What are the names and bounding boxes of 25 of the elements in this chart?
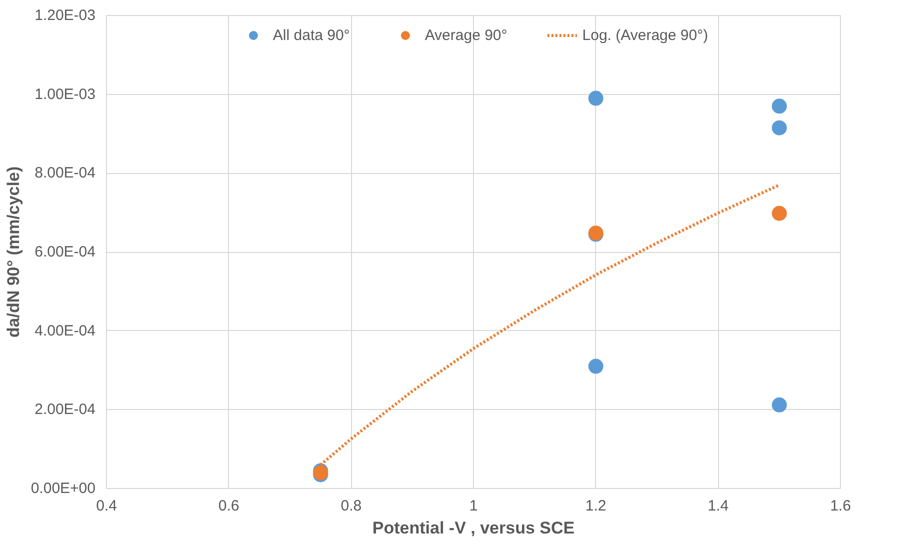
x-tick-label: 0.8 xyxy=(340,498,362,514)
y-tick-label: 6.00E-04 xyxy=(34,244,96,260)
legend-label: All data 90° xyxy=(272,26,350,44)
y-axis-title: da/dN 90° (mm/cycle) xyxy=(4,166,23,338)
x-tick-label: 1 xyxy=(469,498,478,514)
y-tick-label: 8.00E-04 xyxy=(34,164,96,182)
point xyxy=(772,120,787,136)
x-tick-label: 1.4 xyxy=(708,498,729,514)
point xyxy=(772,397,787,412)
x-tick-label: 0.6 xyxy=(218,498,240,514)
x-tick-label: 0.4 xyxy=(96,498,117,514)
y-tick-label: 1.00E-03 xyxy=(34,86,96,103)
x-tick-label: 1.6 xyxy=(830,498,851,514)
y-tick-label: 2.00E-04 xyxy=(34,401,96,418)
legend-label: Log. (Average 90°) xyxy=(582,26,708,44)
y-tick-label: 1.20E-03 xyxy=(34,7,96,24)
point xyxy=(772,98,787,114)
point xyxy=(772,206,787,221)
x-axis-title: Potential -V , versus SCE xyxy=(372,518,575,538)
y-tick-label: 0.00E+00 xyxy=(30,480,96,497)
legend-label: Average 90° xyxy=(424,26,508,44)
point xyxy=(588,358,604,374)
x-tick-label: 1.2 xyxy=(585,498,606,514)
y-tick-label: 4.00E-04 xyxy=(34,322,96,340)
point xyxy=(588,90,604,106)
